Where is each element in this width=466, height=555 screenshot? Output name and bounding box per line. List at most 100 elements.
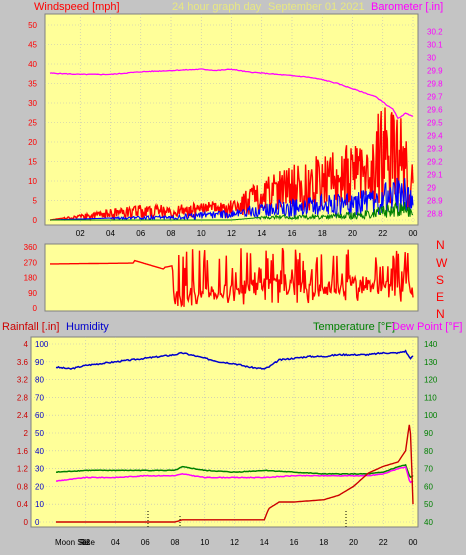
- wind-minimum-line: [50, 201, 414, 221]
- barometer-y-tick-label: 30: [427, 54, 436, 63]
- barometer-y-tick-label: 29.8: [427, 80, 443, 89]
- climate-x-tick-label: 02: [81, 538, 90, 547]
- wind-x-tick-label: 12: [227, 229, 236, 238]
- temperature-y-tick-label: 110: [424, 393, 437, 402]
- rainfall-y-tick-label: 2: [24, 429, 29, 438]
- wind-x-tick-label: 22: [378, 229, 387, 238]
- climate-x-tick-label: 06: [141, 538, 150, 547]
- direction-y-tick-label: 270: [24, 258, 38, 267]
- graph-date: September 01 2021: [268, 1, 365, 13]
- rainfall-y-tick-label: 0.4: [17, 500, 29, 509]
- direction-series: [50, 247, 414, 308]
- barometer-y-tick-label: 29.4: [427, 132, 443, 141]
- climate-x-tick-label: 00: [409, 538, 418, 547]
- wind-y-tick-label: 25: [28, 119, 37, 128]
- wind-y-tick-label: 5: [33, 197, 38, 206]
- barometer-axis-label: Barometer [.in]: [371, 1, 443, 13]
- climate-x-tick-label: 14: [260, 538, 269, 547]
- barometer-y-tick-label: 29.1: [427, 171, 443, 180]
- wind-x-tick-label: 16: [288, 229, 297, 238]
- temperature-line: [55, 463, 414, 478]
- climate-plot-area: [30, 336, 419, 528]
- rainfall-y-tick-label: 3.6: [17, 358, 29, 367]
- windspeed-axis-label: Windspeed [mph]: [34, 1, 120, 13]
- humidity-y-tick-label: 30: [35, 465, 44, 474]
- direction-label-w: W: [436, 256, 448, 270]
- humidity-y-tick-label: 40: [35, 447, 44, 456]
- direction-y-tick-label: 180: [24, 274, 38, 283]
- direction-label-n-top: N: [436, 238, 445, 252]
- wind-x-tick-label: 02: [76, 229, 85, 238]
- direction-y-tick-label: 90: [28, 289, 37, 298]
- rainfall-y-tick-label: 2.8: [17, 393, 29, 402]
- temperature-y-tick-label: 60: [424, 482, 433, 491]
- direction-y-tick-label: 0: [33, 304, 38, 313]
- barometer-y-tick-label: 29.6: [427, 106, 443, 115]
- wind-y-tick-label: 20: [28, 138, 37, 147]
- direction-y-ticks: 0 90 180 270 360: [24, 243, 38, 313]
- dewpoint-axis-label: Dew Point [°F]: [392, 321, 462, 333]
- wind-y-tick-label: 35: [28, 80, 37, 89]
- wind-x-tick-label: 08: [167, 229, 176, 238]
- barometer-y-tick-label: 30.2: [427, 28, 443, 37]
- wind-y-tick-label: 0: [33, 216, 38, 225]
- humidity-y-tick-label: 80: [35, 376, 44, 385]
- temperature-y-tick-label: 70: [424, 465, 433, 474]
- temperature-y-tick-label: 120: [424, 376, 438, 385]
- barometer-line: [49, 68, 414, 120]
- humidity-y-tick-label: 20: [35, 482, 44, 491]
- wind-x-tick-label: 10: [197, 229, 206, 238]
- humidity-line: [55, 349, 414, 370]
- temperature-y-tick-label: 100: [424, 411, 438, 420]
- rainfall-axis-label: Rainfall [.in]: [2, 321, 59, 333]
- climate-x-tick-label: 22: [379, 538, 388, 547]
- rainfall-y-ticks: 0 0.4 0.8 1.2 1.6 2 2.4 2.8 3.2 3.6 4: [17, 340, 29, 527]
- climate-x-tick-label: 08: [171, 538, 180, 547]
- climate-x-tick-label: 18: [319, 538, 328, 547]
- rainfall-y-tick-label: 4: [24, 340, 29, 349]
- temperature-axis-label: Temperature [°F]: [313, 321, 395, 333]
- temperature-y-tick-label: 50: [424, 500, 433, 509]
- climate-x-ticks: 02 04 06 08 10 12 14 16 18 20 22 00: [81, 538, 418, 547]
- graph-title: 24 hour graph day: [172, 1, 262, 13]
- wind-x-tick-label: 06: [136, 229, 145, 238]
- humidity-y-tick-label: 50: [35, 429, 44, 438]
- climate-x-tick-label: 04: [111, 538, 120, 547]
- rainfall-y-tick-label: 2.4: [17, 411, 29, 420]
- direction-label-n-bottom: N: [436, 307, 445, 321]
- rainfall-y-tick-label: 1.2: [17, 465, 29, 474]
- humidity-y-tick-label: 90: [35, 358, 44, 367]
- barometer-y-tick-label: 29: [427, 184, 436, 193]
- wind-y-tick-label: 15: [28, 158, 37, 167]
- wind-x-tick-label: 20: [348, 229, 357, 238]
- climate-x-tick-label: 12: [230, 538, 239, 547]
- wind-y-tick-label: 40: [28, 60, 37, 69]
- climate-series: [55, 349, 414, 523]
- rainfall-y-tick-label: 0.8: [17, 482, 29, 491]
- wind-average-line: [50, 177, 414, 221]
- temperature-y-tick-label: 40: [424, 518, 433, 527]
- wind-y-ticks: 0 5 10 15 20 25 30 35 40 45 50: [28, 21, 37, 225]
- rainfall-line: [56, 424, 414, 523]
- dewpoint-line: [55, 466, 414, 484]
- wind-series: [49, 68, 414, 222]
- barometer-y-tick-label: 29.9: [427, 67, 443, 76]
- humidity-y-ticks: 0 10 20 30 40 50 60 70 80 90 100: [35, 340, 49, 527]
- wind-x-tick-label: 14: [257, 229, 266, 238]
- temperature-y-tick-label: 140: [424, 340, 438, 349]
- temperature-y-tick-label: 130: [424, 358, 438, 367]
- wind-y-tick-label: 30: [28, 99, 37, 108]
- wind-direction-line: [50, 247, 414, 308]
- direction-label-e: E: [436, 290, 444, 304]
- wind-y-tick-label: 10: [28, 177, 37, 186]
- moon-set-label: Moon Set: [55, 538, 90, 547]
- barometer-y-ticks: 28.8 28.9 29 29.1 29.2 29.3 29.4 29.5 29.6 29.7 29…: [427, 28, 443, 219]
- wind-x-tick-label: 00: [409, 229, 418, 238]
- barometer-y-tick-label: 29.7: [427, 93, 443, 102]
- humidity-y-tick-label: 100: [35, 340, 49, 349]
- climate-x-tick-label: 20: [349, 538, 358, 547]
- moon-rise-label: Rise: [79, 538, 96, 547]
- temperature-y-tick-label: 80: [424, 447, 433, 456]
- wind-x-tick-label: 18: [318, 229, 327, 238]
